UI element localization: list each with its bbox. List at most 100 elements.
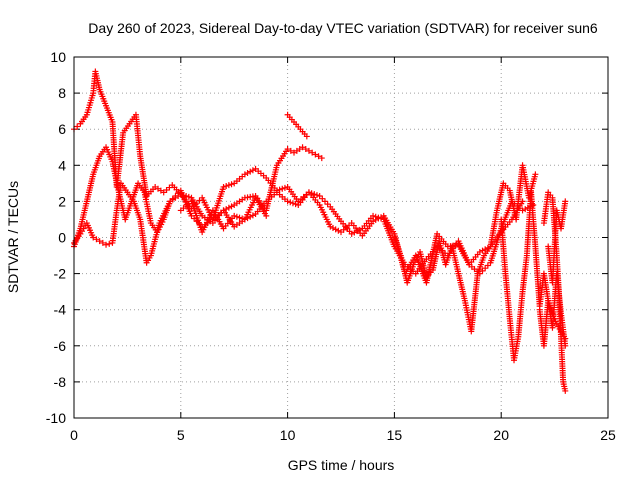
data-point	[562, 387, 569, 394]
data-point	[241, 216, 248, 223]
y-tick-label: 8	[58, 85, 66, 101]
data-point	[318, 155, 325, 162]
data-point	[313, 192, 320, 199]
data-point	[228, 203, 235, 210]
y-tick-label: -10	[46, 410, 66, 426]
data-point	[335, 227, 342, 234]
data-point	[236, 214, 243, 221]
data-point	[247, 168, 254, 175]
data-point	[476, 248, 483, 255]
data-point	[220, 183, 227, 190]
data-point	[319, 195, 326, 202]
data-point	[532, 171, 539, 178]
data-point	[225, 182, 232, 189]
data-point	[223, 206, 230, 213]
data-point	[106, 240, 113, 247]
data-point	[284, 146, 291, 153]
data-point	[103, 241, 110, 248]
x-tick-labels: 0 5 10 15 20 25	[70, 427, 616, 443]
data-point	[233, 213, 240, 220]
y-tick-label: 0	[58, 230, 66, 246]
data-point	[348, 230, 355, 237]
y-tick-label: -4	[54, 302, 67, 318]
y-tick-label: 2	[58, 193, 66, 209]
data-point	[327, 223, 334, 230]
data-point	[241, 171, 248, 178]
data-point	[279, 185, 286, 192]
data-point	[562, 198, 569, 205]
data-point	[315, 153, 322, 160]
data-point	[247, 213, 254, 220]
y-tick-label: 6	[58, 121, 66, 137]
y-tick-label: -8	[54, 374, 67, 390]
data-point	[96, 238, 103, 245]
data-point	[292, 201, 299, 208]
data-point	[99, 239, 106, 246]
data-point	[228, 181, 235, 188]
data-point	[287, 147, 294, 154]
data-point	[482, 265, 489, 272]
data-point	[305, 147, 312, 154]
y-tick-label: -6	[54, 338, 67, 354]
data-point	[316, 192, 323, 199]
chart-title: Day 260 of 2023, Sidereal Day-to-day VTE…	[88, 20, 598, 36]
data-point	[311, 191, 318, 198]
data-point	[249, 167, 256, 174]
data-point	[303, 133, 310, 140]
data-point	[522, 206, 529, 213]
y-tick-label: 10	[50, 49, 66, 65]
x-axis-label: GPS time / hours	[288, 457, 395, 473]
data-point	[74, 123, 81, 130]
data-point	[244, 169, 251, 176]
data-point	[332, 226, 339, 233]
data-point	[321, 198, 328, 205]
x-tick-label: 10	[280, 427, 296, 443]
data-point	[244, 215, 251, 222]
data-point	[324, 201, 331, 208]
data-point	[223, 183, 230, 190]
data-point	[378, 214, 385, 221]
y-tick-labels: -10 -8 -6 -4 -2 0 2 4 6 8 10	[46, 49, 66, 426]
data-point	[284, 198, 291, 205]
plot-frame	[73, 56, 609, 419]
data-point	[231, 212, 238, 219]
y-tick-label: 4	[58, 157, 66, 173]
data-point	[370, 218, 377, 225]
x-tick-label: 20	[493, 427, 509, 443]
data-point	[302, 146, 309, 153]
data-point	[289, 200, 296, 207]
series-sat-j	[545, 198, 569, 286]
data-point	[375, 215, 382, 222]
data-point	[351, 229, 358, 236]
x-tick-label: 0	[70, 427, 78, 443]
data-point	[185, 193, 192, 200]
data-point	[530, 202, 537, 209]
data-point	[370, 212, 377, 219]
data-point	[309, 149, 316, 156]
data-point	[281, 184, 288, 191]
series-sat-d	[284, 111, 310, 140]
data-point	[287, 199, 294, 206]
data-point	[372, 216, 379, 223]
series-sat-g	[498, 189, 569, 364]
data-points	[71, 68, 569, 394]
series-sat-b	[71, 144, 325, 250]
data-point	[90, 234, 97, 241]
x-tick-label: 5	[177, 427, 185, 443]
series-sat-f	[391, 162, 539, 335]
data-point	[329, 225, 336, 232]
data-point	[312, 151, 319, 158]
data-point	[299, 144, 306, 151]
data-point	[93, 236, 100, 243]
y-tick-label: -2	[54, 266, 67, 282]
data-point	[484, 262, 491, 269]
data-point	[263, 212, 270, 219]
data-point	[519, 207, 526, 214]
series-sat-e	[177, 189, 526, 286]
data-point	[239, 215, 246, 222]
y-axis-label: SDTVAR / TECUs	[5, 181, 21, 293]
data-point	[220, 207, 227, 214]
x-tick-label: 15	[387, 427, 403, 443]
data-point	[225, 204, 232, 211]
